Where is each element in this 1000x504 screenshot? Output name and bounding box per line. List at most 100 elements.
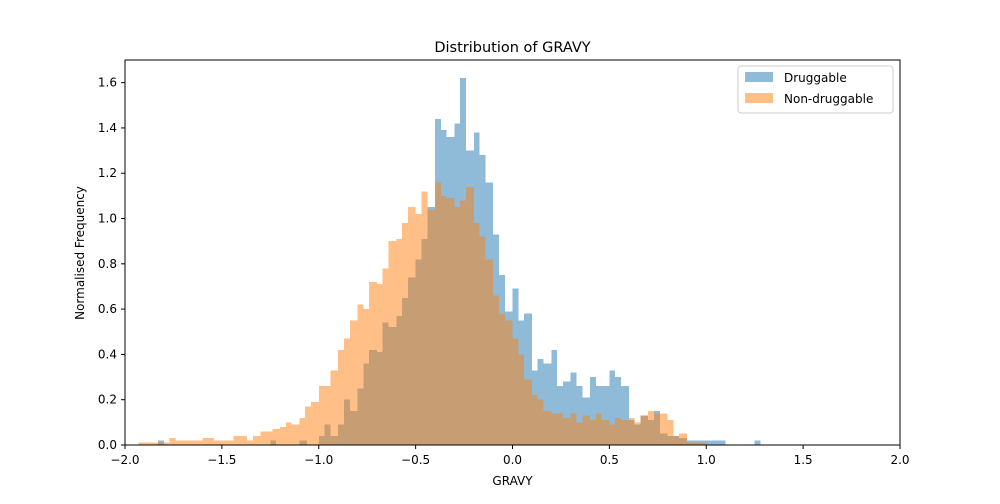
y-axis-label: Normalised Frequency <box>73 186 87 320</box>
histogram-bar <box>493 295 499 445</box>
legend-label: Druggable <box>784 71 847 85</box>
histogram-bar <box>498 313 505 445</box>
histogram-bar <box>183 440 189 445</box>
histogram-bar <box>551 349 558 445</box>
histogram-bar <box>291 424 300 445</box>
histogram-bar <box>601 420 610 445</box>
histogram-bar <box>435 182 441 446</box>
histogram-bar <box>388 241 397 445</box>
y-tick-label: 1.4 <box>98 121 117 135</box>
histogram-bar <box>712 440 718 445</box>
histogram-bar <box>479 236 486 445</box>
histogram-bar <box>427 209 435 445</box>
y-tick-label: 1.2 <box>98 166 117 180</box>
histogram-bar <box>609 370 616 445</box>
x-tick-label: −1.5 <box>207 453 236 467</box>
y-tick-label: 0.0 <box>98 438 117 452</box>
histogram-bar <box>208 438 215 445</box>
histogram-bar <box>570 372 577 445</box>
histogram-bar <box>512 338 519 445</box>
histogram-bar <box>311 401 319 445</box>
histogram-bar <box>673 435 680 445</box>
histogram-bar <box>692 442 699 445</box>
histogram-bar <box>407 207 416 445</box>
histogram-bar <box>609 424 616 445</box>
chart-title: Distribution of GRAVY <box>434 40 590 56</box>
histogram-bar <box>318 386 325 445</box>
histogram-bar <box>601 386 610 445</box>
histogram-bar <box>524 379 532 445</box>
histogram-bar <box>138 442 145 445</box>
histogram-bar <box>446 198 455 445</box>
histogram-bar <box>421 191 428 445</box>
histogram-bar <box>679 433 687 445</box>
y-tick-label: 0.6 <box>98 302 117 316</box>
x-tick-label: −2.0 <box>110 453 139 467</box>
histogram-bar <box>415 214 422 445</box>
histogram-bar <box>376 284 383 445</box>
histogram-bar <box>551 413 558 445</box>
x-tick-label: −1.0 <box>304 453 333 467</box>
histogram-bar <box>363 309 370 445</box>
histogram-bar <box>706 440 713 445</box>
histogram-bar <box>615 377 621 445</box>
histogram-bar <box>150 442 156 445</box>
histogram-bar <box>157 440 164 445</box>
x-tick-label: 1.5 <box>794 453 813 467</box>
histogram-bar <box>221 440 228 445</box>
legend-frame <box>737 65 894 114</box>
legend-swatch <box>745 72 773 82</box>
histogram-bar <box>659 413 668 445</box>
histogram-bar <box>156 442 164 445</box>
y-tick-label: 0.8 <box>98 257 117 271</box>
histogram-bar <box>357 304 364 445</box>
histogram-bar <box>543 363 552 445</box>
histogram-bar <box>590 420 596 445</box>
histogram-bar <box>653 413 660 445</box>
histogram-bar <box>628 417 635 445</box>
histogram-bar <box>338 349 344 445</box>
x-tick-label: 0.0 <box>503 453 522 467</box>
histogram-bar <box>485 259 494 445</box>
histogram-bar <box>754 440 761 445</box>
x-axis-label: GRAVY <box>492 474 533 488</box>
histogram-bar <box>202 438 209 445</box>
histogram-bar <box>305 406 311 445</box>
histogram-bar <box>369 281 377 445</box>
histogram-bar <box>299 417 306 445</box>
histogram-bar <box>640 415 649 445</box>
histogram-bar <box>698 440 707 445</box>
plot-area <box>138 78 761 446</box>
histogram-bar <box>241 435 248 445</box>
x-tick-label: 2.0 <box>890 453 909 467</box>
legend: Druggable Non-druggable <box>737 65 894 114</box>
x-tick-label: 0.5 <box>600 453 619 467</box>
histogram-bar <box>330 370 339 445</box>
histogram-bar <box>615 417 621 445</box>
legend-swatch <box>745 93 773 103</box>
histogram-bar <box>686 442 693 445</box>
histogram-bar <box>648 411 654 445</box>
histogram-bar <box>382 268 389 445</box>
histogram-bar <box>537 399 544 445</box>
histogram-bar <box>621 420 629 445</box>
histogram-bar <box>227 440 234 445</box>
histogram-bar <box>233 435 242 445</box>
histogram-bar <box>169 438 176 445</box>
histogram-bar <box>144 442 151 445</box>
histogram-bar <box>272 429 280 445</box>
histogram-bar <box>621 386 629 445</box>
series-1 <box>138 182 707 446</box>
x-tick-label: −0.5 <box>401 453 430 467</box>
x-tick-label: 1.0 <box>697 453 716 467</box>
histogram-bar <box>698 442 707 445</box>
histogram-bar <box>194 440 203 445</box>
y-tick-label: 0.2 <box>98 393 117 407</box>
histogram-bar <box>576 386 583 445</box>
histogram-bar <box>285 422 292 445</box>
histogram-bar <box>260 431 267 445</box>
histogram-bar <box>163 442 170 445</box>
histogram-bar <box>634 422 641 445</box>
histogram-bar <box>396 238 403 445</box>
